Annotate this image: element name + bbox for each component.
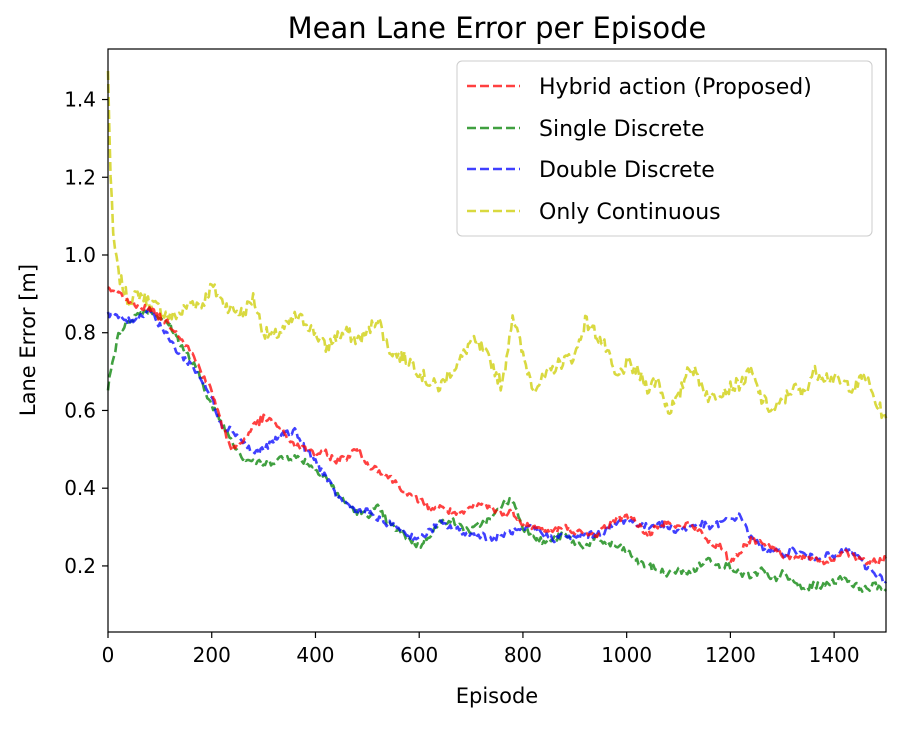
series-line-only-continuous — [106, 70, 888, 420]
x-tick-label: 1200 — [705, 643, 756, 667]
x-tick-label: 1000 — [601, 643, 652, 667]
chart-title: Mean Lane Error per Episode — [288, 11, 707, 45]
legend-label-hybrid-action: Hybrid action (Proposed) — [539, 75, 812, 100]
x-axis: 0 200 400 600 800 1000 1200 1400 — [102, 632, 860, 667]
legend-frame — [456, 60, 873, 237]
x-tick-label: 0 — [102, 643, 115, 667]
legend-label-double-discrete: Double Discrete — [539, 158, 715, 183]
series-line-hybrid-action — [107, 286, 888, 566]
x-axis-label: Episode — [456, 684, 538, 708]
y-axis: 0.2 0.4 0.6 0.8 1.0 1.2 1.4 — [64, 88, 108, 578]
y-tick-label: 1.0 — [64, 243, 96, 267]
y-tick-label: 1.2 — [64, 165, 96, 189]
y-axis-label: Lane Error [m] — [16, 264, 40, 416]
x-tick-label: 800 — [504, 643, 542, 667]
y-tick-label: 0.2 — [64, 554, 96, 578]
legend: Hybrid action (Proposed) Single Discrete… — [456, 60, 873, 237]
series-layer — [106, 70, 888, 593]
series-line-double-discrete — [106, 308, 888, 586]
x-tick-label: 400 — [296, 643, 334, 667]
y-tick-label: 0.6 — [64, 398, 96, 422]
x-tick-label: 600 — [400, 643, 438, 667]
x-tick-label: 200 — [193, 643, 231, 667]
y-tick-label: 0.8 — [64, 321, 96, 345]
legend-label-only-continuous: Only Continuous — [539, 200, 721, 225]
legend-label-single-discrete: Single Discrete — [539, 117, 705, 142]
y-tick-label: 0.4 — [64, 476, 96, 500]
plot-frame — [107, 48, 887, 633]
x-tick-label: 1400 — [809, 643, 860, 667]
y-tick-label: 1.4 — [64, 88, 96, 112]
